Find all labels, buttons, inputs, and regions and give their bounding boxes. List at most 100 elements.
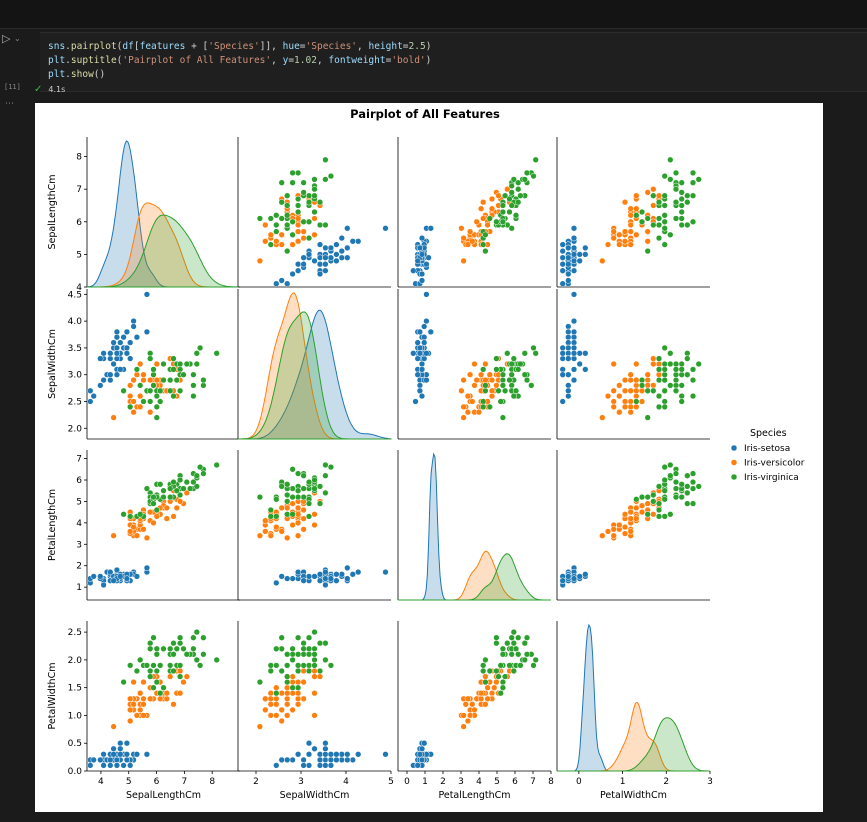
data-point [107, 376, 114, 384]
data-point [289, 511, 296, 518]
data-point [113, 350, 121, 357]
data-point [117, 740, 124, 747]
x-tick-label: 8 [209, 777, 215, 787]
data-point [582, 244, 589, 252]
data-point [416, 328, 424, 336]
data-point [510, 176, 517, 183]
data-point [316, 571, 324, 578]
data-point [160, 684, 167, 691]
data-point [480, 662, 487, 669]
data-point [289, 241, 296, 248]
data-point [661, 496, 668, 503]
data-point [333, 257, 340, 265]
data-point [532, 350, 539, 357]
data-point [153, 506, 160, 514]
data-point [382, 225, 389, 232]
data-point [273, 221, 280, 229]
data-point [305, 740, 313, 747]
code-cell[interactable]: sns.pairplot(df[features + ['Species']],… [40, 32, 867, 92]
data-point [322, 740, 329, 747]
data-point [570, 251, 578, 258]
data-point [150, 371, 157, 378]
data-point [170, 355, 177, 362]
data-point [113, 762, 121, 769]
data-point [113, 566, 121, 574]
data-point [484, 684, 491, 691]
code-line[interactable]: plt.suptitle('Pairplot of All Features',… [48, 55, 431, 66]
y-axis-label: PetalLengthCm [47, 489, 58, 561]
data-point [633, 504, 640, 512]
data-point [284, 678, 291, 686]
chevron-down-icon[interactable]: ⌄ [14, 34, 21, 43]
data-point [163, 504, 170, 512]
data-point [289, 270, 296, 278]
data-point [150, 684, 157, 691]
data-point [460, 414, 467, 421]
data-point [133, 712, 141, 719]
data-point [644, 382, 651, 389]
data-point [382, 751, 389, 758]
code-token: [ [133, 41, 140, 52]
data-point [100, 376, 107, 384]
data-point [200, 376, 207, 384]
data-point [147, 376, 154, 384]
data-point [147, 667, 154, 675]
data-point [256, 723, 264, 730]
code-token: suptitle [70, 55, 117, 66]
data-point [273, 579, 280, 587]
data-point [344, 225, 351, 232]
data-point [480, 403, 487, 411]
data-point [644, 215, 651, 222]
data-point [661, 360, 668, 368]
data-point [497, 662, 504, 669]
data-point [300, 695, 307, 702]
data-point [493, 382, 500, 389]
data-point [469, 238, 476, 245]
data-point [170, 392, 177, 400]
data-point [650, 355, 657, 362]
data-point [633, 387, 640, 394]
data-point [482, 673, 489, 680]
data-point [316, 254, 324, 261]
code-line[interactable]: sns.pairplot(df[features + ['Species']],… [48, 41, 431, 52]
code-token: = [385, 55, 392, 66]
data-point [684, 350, 691, 357]
play-icon[interactable]: ▷ [2, 32, 11, 45]
data-point [655, 360, 663, 368]
data-point [661, 241, 668, 248]
y-tick-label: 3.5 [68, 344, 82, 354]
data-point [504, 350, 511, 357]
data-point [667, 461, 674, 469]
data-point [110, 339, 117, 346]
data-point [418, 366, 426, 373]
data-point [327, 662, 335, 669]
kde-curve [398, 553, 551, 601]
data-point [621, 238, 629, 245]
data-point [464, 717, 472, 725]
data-point [621, 228, 629, 235]
data-point [113, 371, 121, 378]
data-point [120, 762, 127, 769]
data-point [322, 751, 329, 758]
data-point [672, 387, 680, 394]
data-point [300, 762, 307, 769]
data-point [278, 690, 285, 697]
data-point [262, 517, 269, 524]
data-point [512, 645, 520, 652]
x-tick-label: 0 [404, 777, 410, 787]
data-point [661, 225, 668, 232]
data-point [627, 508, 634, 516]
data-point [672, 366, 680, 373]
more-icon[interactable]: ⋯ [5, 99, 14, 109]
y-tick-label: 6 [76, 218, 82, 228]
data-point [504, 186, 511, 193]
data-point [672, 485, 680, 492]
data-point [504, 640, 511, 647]
data-point [267, 513, 274, 520]
data-point [327, 762, 335, 769]
data-point [294, 169, 302, 177]
code-line[interactable]: plt.show() [48, 69, 105, 80]
data-point [672, 470, 680, 477]
data-point [100, 350, 107, 357]
data-point [273, 701, 280, 708]
